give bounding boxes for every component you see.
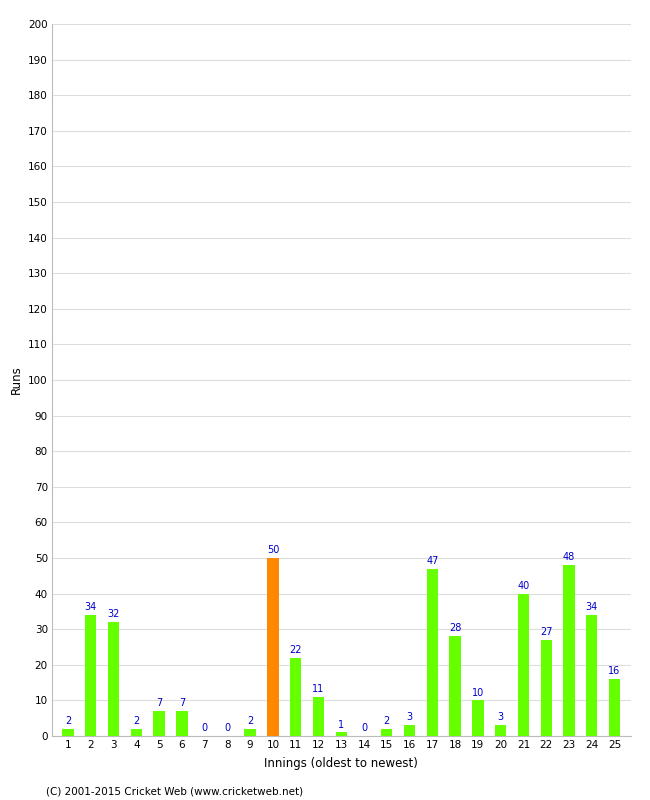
Bar	[290, 658, 302, 736]
Text: 32: 32	[107, 610, 120, 619]
Bar	[564, 565, 575, 736]
Text: 2: 2	[384, 716, 390, 726]
Bar	[244, 729, 256, 736]
Text: 2: 2	[247, 716, 254, 726]
Text: 7: 7	[179, 698, 185, 708]
Bar	[62, 729, 73, 736]
Bar	[108, 622, 119, 736]
Bar	[131, 729, 142, 736]
Text: 28: 28	[449, 623, 462, 634]
Text: 3: 3	[498, 713, 504, 722]
Bar	[313, 697, 324, 736]
Text: 34: 34	[84, 602, 97, 612]
Text: 40: 40	[517, 581, 530, 590]
Bar	[404, 726, 415, 736]
Bar	[426, 569, 438, 736]
Text: 11: 11	[313, 684, 324, 694]
Text: 0: 0	[224, 723, 231, 733]
X-axis label: Innings (oldest to newest): Innings (oldest to newest)	[265, 757, 418, 770]
Text: 16: 16	[608, 666, 621, 676]
Text: 27: 27	[540, 627, 552, 637]
Text: (C) 2001-2015 Cricket Web (www.cricketweb.net): (C) 2001-2015 Cricket Web (www.cricketwe…	[46, 786, 303, 796]
Bar	[267, 558, 279, 736]
Text: 2: 2	[133, 716, 139, 726]
Bar	[518, 594, 529, 736]
Text: 48: 48	[563, 552, 575, 562]
Text: 1: 1	[338, 719, 344, 730]
Y-axis label: Runs: Runs	[10, 366, 23, 394]
Text: 3: 3	[406, 713, 413, 722]
Text: 50: 50	[266, 545, 279, 555]
Bar	[495, 726, 506, 736]
Text: 7: 7	[156, 698, 162, 708]
Bar	[586, 615, 597, 736]
Text: 22: 22	[289, 645, 302, 655]
Text: 10: 10	[472, 687, 484, 698]
Text: 2: 2	[65, 716, 71, 726]
Bar	[472, 701, 484, 736]
Bar	[153, 711, 164, 736]
Text: 34: 34	[586, 602, 598, 612]
Text: 0: 0	[202, 723, 207, 733]
Bar	[176, 711, 187, 736]
Bar	[541, 640, 552, 736]
Bar	[449, 636, 461, 736]
Bar	[335, 733, 347, 736]
Text: 0: 0	[361, 723, 367, 733]
Bar	[85, 615, 96, 736]
Text: 47: 47	[426, 556, 439, 566]
Bar	[609, 679, 620, 736]
Bar	[381, 729, 393, 736]
